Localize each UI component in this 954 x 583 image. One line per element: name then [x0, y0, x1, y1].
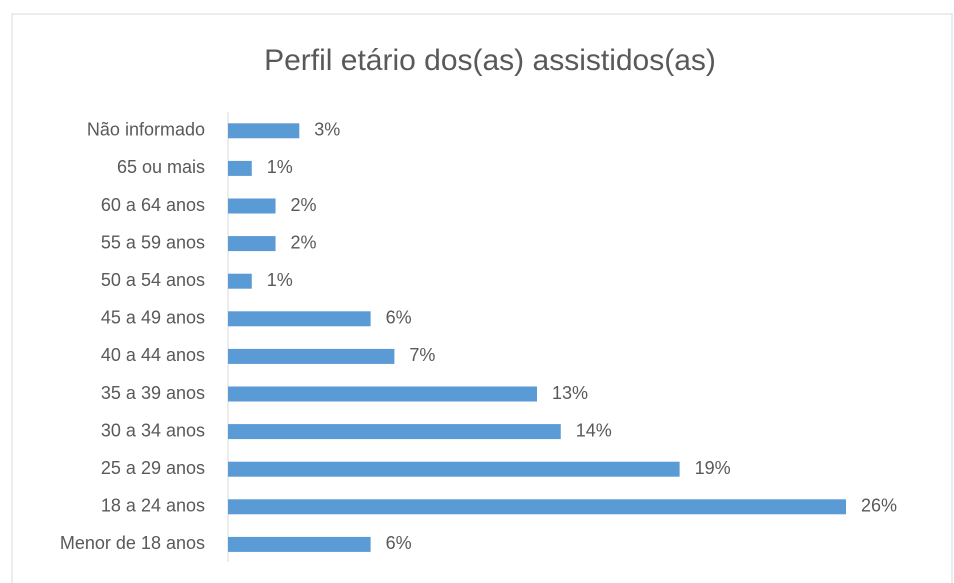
chart-frame [11, 13, 953, 583]
data-label: 3% [314, 120, 340, 140]
bar [228, 273, 252, 289]
bar [228, 123, 300, 139]
bar [228, 386, 537, 402]
category-label: 40 a 44 anos [101, 345, 205, 365]
data-label: 26% [861, 496, 897, 516]
category-label: 60 a 64 anos [101, 195, 205, 215]
chart-title: Perfil etário dos(as) assistidos(as) [264, 44, 716, 77]
bar [228, 198, 276, 214]
bar [228, 348, 395, 364]
data-label: 14% [576, 420, 612, 440]
category-label: 25 a 29 anos [101, 458, 205, 478]
bar [228, 160, 252, 176]
category-label: Menor de 18 anos [60, 533, 205, 553]
data-label: 2% [291, 195, 317, 215]
data-label: 6% [386, 308, 412, 328]
data-label: 7% [409, 345, 435, 365]
category-label: 65 ou mais [117, 157, 205, 177]
category-label: 18 a 24 anos [101, 496, 205, 516]
bar [228, 461, 680, 477]
category-label: 45 a 49 anos [101, 308, 205, 328]
data-label: 2% [291, 232, 317, 252]
bar [228, 499, 846, 515]
data-label: 19% [695, 458, 731, 478]
bar [228, 236, 276, 252]
category-label: Não informado [87, 120, 205, 140]
category-label: 35 a 39 anos [101, 383, 205, 403]
data-label: 6% [386, 533, 412, 553]
data-label: 1% [267, 270, 293, 290]
bar [228, 311, 371, 327]
category-label: 30 a 34 anos [101, 420, 205, 440]
bar [228, 536, 371, 552]
data-label: 13% [552, 383, 588, 403]
category-label: 50 a 54 anos [101, 270, 205, 290]
category-label: 55 a 59 anos [101, 232, 205, 252]
bar [228, 424, 561, 440]
data-label: 1% [267, 157, 293, 177]
